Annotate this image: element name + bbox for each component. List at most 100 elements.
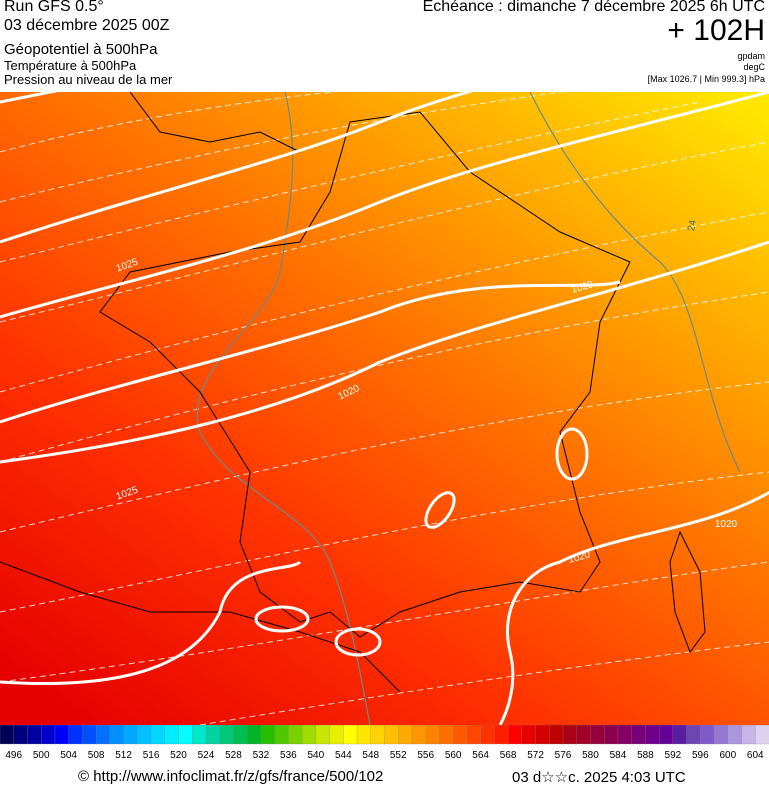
colorbar-swatch [562, 725, 578, 745]
colorbar-tick-label: 564 [472, 750, 489, 761]
colorbar-swatch [150, 725, 166, 745]
colorbar-tick-label: 568 [500, 750, 517, 761]
source-url[interactable]: © http://www.infoclimat.fr/z/gfs/france/… [78, 768, 384, 785]
colorbar-swatch [54, 725, 70, 745]
colorbar-swatch [260, 725, 276, 745]
colorbar-swatch [301, 725, 317, 745]
colorbar-swatch [178, 725, 193, 745]
field-label: Température à 500hPa [4, 58, 137, 73]
colorbar-tick-label: 512 [115, 750, 132, 761]
colorbar-tick-label: 580 [582, 750, 599, 761]
colorbar-swatch [425, 725, 441, 745]
field-label: Géopotentiel à 500hPa [4, 41, 158, 58]
colorbar-swatch [370, 725, 386, 745]
colorbar-tick-label: 576 [555, 750, 572, 761]
colorbar-tick-label: 496 [5, 750, 22, 761]
colorbar-swatch [233, 725, 248, 745]
colorbar-swatch [109, 725, 125, 745]
colorbar-swatch [205, 725, 221, 745]
colorbar-swatch [398, 725, 413, 745]
colorbar-swatch [274, 725, 290, 745]
colorbar-swatch [384, 725, 399, 745]
unit-label: degC [743, 62, 765, 72]
forecast-time: Echéance : dimanche 7 décembre 2025 6h U… [422, 0, 765, 15]
colorbar-swatch [741, 725, 756, 745]
colorbar-tick-label: 552 [390, 750, 407, 761]
colorbar-tick-label: 532 [253, 750, 270, 761]
colorbar-tick-label: 540 [307, 750, 324, 761]
colorbar-swatch [453, 725, 468, 745]
colorbar-tick-label: 508 [88, 750, 105, 761]
colorbar-tick-label: 516 [143, 750, 160, 761]
colorbar-tick-label: 604 [747, 750, 764, 761]
colorbar-tick-label: 504 [60, 750, 77, 761]
colorbar-swatch [755, 725, 769, 745]
colorbar-swatch [164, 725, 180, 745]
lead-time: + 102H [667, 14, 765, 47]
colorbar-tick-label: 560 [445, 750, 462, 761]
colorbar-swatch [549, 725, 564, 745]
colorbar-tick-label: 556 [417, 750, 434, 761]
colorbar-swatch [356, 725, 372, 745]
run-date: 03 décembre 2025 00Z [4, 17, 170, 34]
colorbar-swatch [672, 725, 688, 745]
colorbar-swatch [247, 725, 262, 745]
colorbar-swatch [82, 725, 97, 745]
run-label: Run GFS 0.5° [4, 0, 104, 15]
isobar-label: 1020 [715, 519, 738, 530]
colorbar-swatch [219, 725, 235, 745]
colorbar-swatch [13, 725, 29, 745]
colorbar-swatch [192, 725, 207, 745]
colorbar-tick-label: 544 [335, 750, 352, 761]
colorbar-tick-label: 536 [280, 750, 297, 761]
colorbar-swatch [27, 725, 42, 745]
colorbar-swatch [95, 725, 111, 745]
colorbar-tick-label: 584 [610, 750, 627, 761]
colorbar-swatch [700, 725, 715, 745]
colorbar-swatch [343, 725, 358, 745]
colorbar-tick-label: 548 [362, 750, 379, 761]
colorbar-swatch [727, 725, 743, 745]
colorbar-tick-label: 600 [719, 750, 736, 761]
colorbar-swatch [576, 725, 592, 745]
colorbar-swatch [439, 725, 454, 745]
colorbar-swatch [686, 725, 701, 745]
colorbar-swatch [521, 725, 537, 745]
colorbar-swatch [631, 725, 647, 745]
colorbar-tick-label: 572 [527, 750, 544, 761]
colorbar-swatch [507, 725, 523, 745]
colorbar-tick-label: 592 [665, 750, 682, 761]
colorbar-swatch [288, 725, 303, 745]
colorbar-swatch [713, 725, 729, 745]
unit-label: gpdam [737, 51, 765, 61]
colorbar-tick-label: 500 [33, 750, 50, 761]
colorbar-swatch [123, 725, 138, 745]
temperature-label: 24 [686, 219, 699, 232]
generated-time: 03 d☆☆c. 2025 4:03 UTC [512, 769, 686, 786]
colorbar-swatch [41, 725, 56, 745]
pressure-range: [Max 1026.7 | Min 999.3] hPa [647, 74, 765, 84]
field-label: Pression au niveau de la mer [4, 72, 173, 87]
colorbar-swatch [0, 725, 15, 745]
colorbar-tick-label: 520 [170, 750, 187, 761]
colorbar-swatch [658, 725, 674, 745]
colorbar-swatch [617, 725, 633, 745]
colorbar-swatch [535, 725, 550, 745]
colorbar-swatch [604, 725, 619, 745]
colorbar-swatch [329, 725, 344, 745]
colorbar-tick-label: 596 [692, 750, 709, 761]
colorbar-tick-label: 588 [637, 750, 654, 761]
colorbar-tick-label: 524 [198, 750, 215, 761]
colorbar-swatch [645, 725, 660, 745]
colorbar-swatch [137, 725, 152, 745]
colorbar-tick-label: 528 [225, 750, 242, 761]
colorbar-swatch [315, 725, 331, 745]
colorbar-swatch [411, 725, 427, 745]
colorbar-swatch [494, 725, 509, 745]
colorbar-swatch [68, 725, 84, 745]
colorbar: 496 500 504 508 512 516 520 524 528 532 536 540 544 5… [0, 725, 769, 761]
colorbar-swatch [480, 725, 496, 745]
colorbar-swatch [466, 725, 482, 745]
